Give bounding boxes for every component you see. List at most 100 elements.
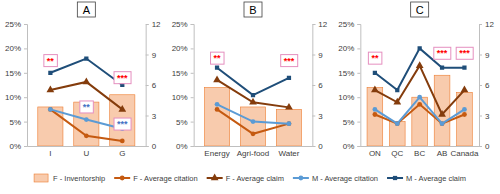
annotation-box bbox=[456, 47, 473, 59]
marker bbox=[417, 102, 422, 107]
marker bbox=[46, 86, 54, 93]
tick-label: 0 bbox=[318, 142, 323, 151]
legend-label: M - Average claim bbox=[406, 174, 466, 183]
annotation: ** bbox=[211, 52, 225, 64]
tick-mark bbox=[312, 85, 315, 86]
y2-tick: 12 bbox=[479, 20, 494, 29]
y-tick: 0% bbox=[343, 142, 361, 151]
tick-label: 15% bbox=[172, 69, 188, 78]
marker bbox=[462, 107, 467, 112]
tick-mark bbox=[24, 73, 27, 74]
y-tick: 5% bbox=[9, 118, 27, 127]
tick-label: 3 bbox=[485, 112, 490, 121]
y2-axis: 036912 bbox=[146, 20, 161, 151]
y2-tick: 3 bbox=[312, 112, 323, 121]
y2-tick: 12 bbox=[312, 20, 327, 29]
tick-label: G bbox=[119, 149, 125, 158]
y-tick: 25% bbox=[172, 20, 194, 29]
tick-mark bbox=[312, 24, 315, 25]
tick-label: 0 bbox=[152, 142, 157, 151]
marker bbox=[440, 121, 445, 126]
legend-marker bbox=[120, 176, 125, 181]
annotation-box bbox=[281, 55, 298, 67]
marker bbox=[48, 107, 53, 112]
y-tick: 25% bbox=[338, 20, 360, 29]
tick-mark bbox=[191, 122, 194, 123]
annotation-box bbox=[434, 47, 451, 59]
annotation: *** bbox=[456, 47, 473, 59]
marker bbox=[395, 88, 399, 92]
tick-mark bbox=[24, 122, 27, 123]
line bbox=[217, 109, 289, 133]
marker bbox=[215, 107, 220, 112]
annotation: ** bbox=[368, 52, 382, 64]
marker bbox=[215, 102, 220, 107]
tick-mark bbox=[24, 48, 27, 49]
legend-marker bbox=[298, 176, 303, 181]
tick-mark bbox=[191, 146, 194, 147]
x-tick: AB bbox=[437, 146, 448, 158]
y-tick: 10% bbox=[5, 93, 27, 102]
legend-item: F - Average claim bbox=[207, 174, 284, 183]
tick-label: Energy bbox=[204, 149, 229, 158]
tick-label: 12 bbox=[318, 20, 327, 29]
tick-label: 6 bbox=[152, 81, 157, 90]
annotation-text: ** bbox=[83, 102, 91, 112]
marker bbox=[462, 66, 466, 70]
tick-mark bbox=[191, 73, 194, 74]
marker bbox=[417, 95, 422, 100]
annotation-box bbox=[368, 52, 382, 64]
legend: F - InventorshipF - Average citationF - … bbox=[34, 174, 466, 183]
axis-line bbox=[194, 146, 313, 147]
legend-marker bbox=[211, 174, 219, 181]
marker bbox=[82, 77, 90, 84]
y-axis: 0%5%10%15%20%25% bbox=[338, 20, 361, 151]
title: C bbox=[416, 4, 424, 16]
axis-line bbox=[191, 25, 195, 147]
title-box bbox=[244, 2, 262, 17]
marker bbox=[84, 117, 89, 122]
tick-mark bbox=[146, 24, 149, 25]
tick-label: 12 bbox=[485, 20, 494, 29]
tick-mark bbox=[146, 116, 149, 117]
axis-line bbox=[480, 25, 483, 147]
markers bbox=[215, 66, 291, 98]
tick-label: 3 bbox=[152, 112, 157, 121]
y-axis: 0%5%10%15%20%25% bbox=[172, 20, 195, 151]
marker bbox=[438, 110, 446, 117]
axis-line bbox=[313, 25, 316, 147]
line bbox=[50, 59, 122, 85]
tick-label: 5% bbox=[176, 118, 188, 127]
bar bbox=[240, 107, 265, 146]
y2-tick: 9 bbox=[479, 51, 490, 60]
tick-mark bbox=[191, 97, 194, 98]
tick-label: BC bbox=[414, 149, 425, 158]
markers bbox=[371, 61, 468, 117]
marker bbox=[287, 121, 292, 126]
tick-label: 9 bbox=[485, 51, 490, 60]
marker bbox=[416, 61, 424, 68]
legend-swatch bbox=[34, 174, 48, 182]
annotation-text: *** bbox=[117, 119, 128, 129]
marker bbox=[418, 46, 422, 50]
y-tick: 10% bbox=[338, 93, 360, 102]
panel-title: B bbox=[244, 2, 262, 17]
tick-label: 15% bbox=[5, 69, 21, 78]
tick-label: 3 bbox=[318, 112, 323, 121]
marker bbox=[461, 86, 469, 93]
tick-label: 5% bbox=[9, 118, 21, 127]
x-axis: IUG bbox=[28, 146, 147, 158]
tick-label: ON bbox=[369, 149, 381, 158]
y2-tick: 0 bbox=[479, 142, 490, 151]
tick-mark bbox=[357, 24, 360, 25]
legend-item: M - Average claim bbox=[387, 174, 466, 183]
x-axis: ONQCBCABCanada bbox=[361, 146, 480, 158]
legend-label: M - Average citation bbox=[312, 174, 378, 183]
tick-mark bbox=[479, 85, 482, 86]
marker bbox=[48, 107, 53, 112]
tick-mark bbox=[312, 116, 315, 117]
marker bbox=[462, 112, 467, 117]
plot-area bbox=[38, 56, 135, 146]
y2-tick: 3 bbox=[479, 112, 490, 121]
tick-label: 10% bbox=[5, 93, 21, 102]
